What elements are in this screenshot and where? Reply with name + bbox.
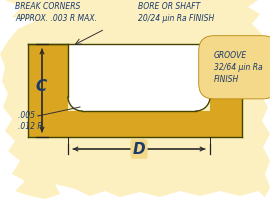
Polygon shape xyxy=(210,44,242,137)
Polygon shape xyxy=(28,44,68,137)
Text: C: C xyxy=(35,79,47,94)
Polygon shape xyxy=(28,111,242,137)
Polygon shape xyxy=(68,44,210,111)
Text: BREAK CORNERS
APPROX. .003 R MAX.: BREAK CORNERS APPROX. .003 R MAX. xyxy=(15,2,97,23)
Text: GROOVE
32/64 μin Ra
FINISH: GROOVE 32/64 μin Ra FINISH xyxy=(214,51,263,84)
Text: .005 -
.012 R: .005 - .012 R xyxy=(18,111,43,131)
Text: BORE OR SHAFT
20/24 μin Ra FINISH: BORE OR SHAFT 20/24 μin Ra FINISH xyxy=(138,2,214,23)
Text: D: D xyxy=(133,141,145,156)
